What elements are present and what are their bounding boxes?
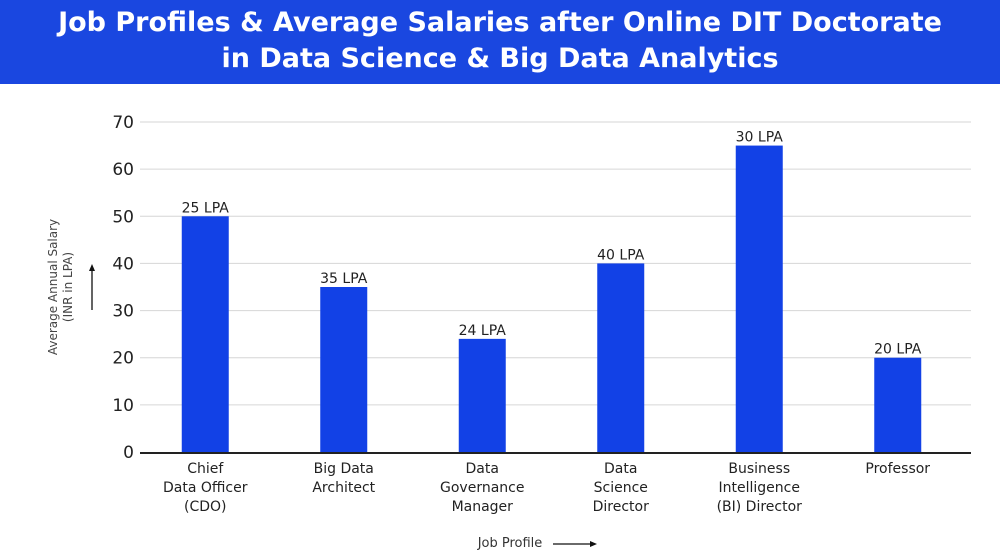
chart-title: Job Profiles & Average Salaries after On…: [0, 0, 1000, 84]
data-label: 25 LPA: [182, 200, 230, 216]
chart-title-line-1: Job Profiles & Average Salaries after On…: [58, 7, 942, 38]
x-tick-label: (CDO): [184, 499, 227, 515]
y-tick-label: 30: [112, 302, 134, 322]
bar: [320, 287, 368, 452]
bar: [735, 145, 783, 453]
y-tick-label: 50: [112, 207, 134, 227]
x-tick-label: Intelligence: [719, 480, 800, 496]
bar: [458, 338, 506, 452]
y-axis-label-line-2: (INR in LPA): [61, 252, 75, 322]
x-tick-label: Professor: [865, 461, 930, 477]
x-tick-label: Data: [466, 461, 499, 477]
x-axis-arrowhead: [590, 541, 597, 547]
y-axis-arrowhead: [89, 264, 95, 271]
data-label: 40 LPA: [597, 247, 645, 263]
y-tick-label: 40: [112, 254, 134, 274]
x-tick-label: Big Data: [314, 461, 374, 477]
chart-title-line-2: in Data Science & Big Data Analytics: [221, 43, 779, 74]
x-tick-label: Science: [594, 480, 648, 496]
y-axis-label-line-1: Average Annual Salary: [46, 219, 60, 355]
data-label: 35 LPA: [320, 271, 368, 287]
bar: [597, 263, 645, 452]
bar: [181, 216, 229, 452]
data-label: 30 LPA: [736, 130, 784, 146]
x-tick-label: Architect: [312, 480, 375, 496]
x-tick-label: Governance: [440, 480, 524, 496]
x-tick-label: Director: [593, 499, 649, 515]
x-tick-label: Manager: [452, 499, 514, 515]
y-tick-label: 70: [112, 113, 134, 133]
data-label: 20 LPA: [874, 342, 922, 358]
y-tick-label: 60: [112, 160, 134, 180]
x-tick-label: Data: [604, 461, 637, 477]
x-tick-label: Chief: [187, 461, 224, 477]
data-label: 24 LPA: [459, 323, 507, 339]
y-tick-label: 0: [123, 443, 134, 463]
x-tick-label: Business: [728, 461, 790, 477]
y-tick-label: 20: [112, 349, 134, 369]
x-tick-label: Data Officer: [163, 480, 248, 496]
x-axis-label: Job Profile: [477, 536, 543, 551]
y-tick-label: 10: [112, 396, 134, 416]
bar: [874, 357, 922, 452]
x-tick-label: (BI) Director: [717, 499, 803, 515]
